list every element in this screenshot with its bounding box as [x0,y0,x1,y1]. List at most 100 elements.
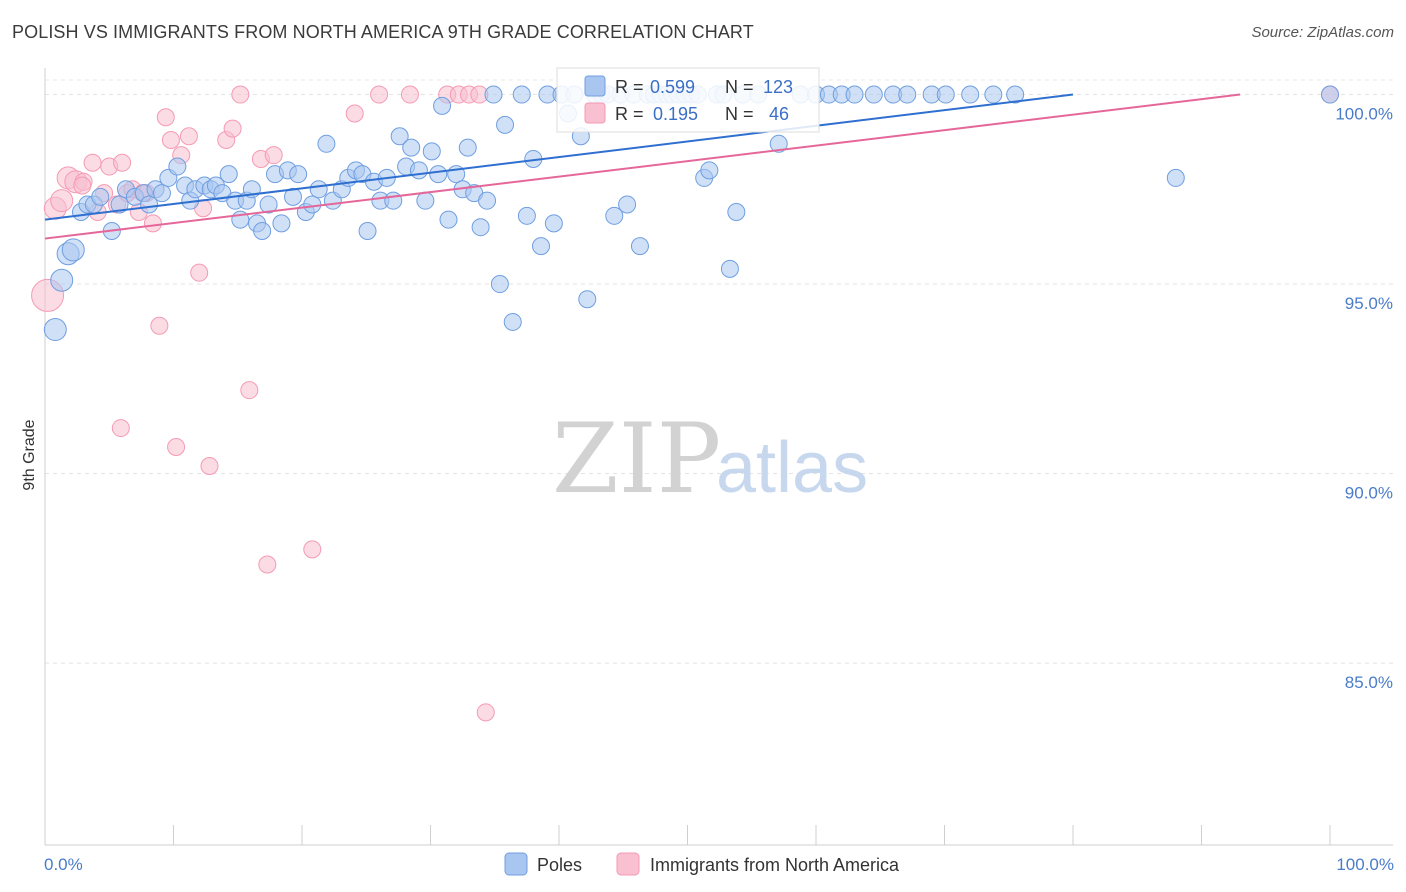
y-axis-label: 9th Grade [21,419,38,490]
poles-point-107 [769,134,788,153]
poles-point-81 [578,290,597,309]
poles-point-56 [416,191,435,210]
poles-point-118 [961,85,980,104]
poles-point-51 [384,191,403,210]
poles-point-66 [478,191,497,210]
stats-r-label-immigrants: R = [615,104,644,124]
immigrants-point-11 [113,153,132,172]
stats-r-label-poles: R = [615,77,644,97]
poles-point-104 [727,203,746,222]
poles-point-54 [402,138,421,157]
immigrants-point-17 [150,316,169,335]
x-tick-label-max: 100.0% [1336,855,1394,874]
poles-point-112 [845,85,864,104]
poles-point-40 [309,180,328,199]
immigrants-point-33 [303,540,322,559]
poles-point-60 [439,210,458,229]
poles-point-41 [317,134,336,153]
poles-point-71 [512,85,531,104]
stats-swatch-poles [584,75,606,97]
legend-swatch-immigrants[interactable] [616,852,640,876]
poles-point-57 [422,142,441,161]
axes [44,68,1393,846]
immigrants-point-2 [50,189,74,213]
stats-legend-box: R = 0.599 N = 123 R = 0.195 N = 46 [556,67,820,133]
stats-n-label-immigrants: N = [725,104,754,124]
poles-point-0 [43,318,67,342]
poles-point-67 [484,85,503,104]
series-immigrants [31,85,1339,722]
poles-point-100 [700,161,719,180]
poles-point-37 [289,165,308,184]
poles-point-113 [864,85,883,104]
poles-point-7 [91,187,110,206]
poles-point-119 [984,85,1003,104]
poles-point-58 [429,165,448,184]
stats-r-value-poles: 0.599 [650,77,695,97]
poles-point-103 [720,259,739,278]
poles-point-52 [390,127,409,146]
immigrants-point-28 [231,85,250,104]
watermark-zip: ZIP [552,403,721,515]
poles-point-1 [50,268,74,292]
y-tick-label-95: 95.0% [1345,294,1393,313]
poles-point-47 [358,221,377,240]
y-tick-label-100: 100.0% [1335,105,1393,124]
stats-n-label-poles: N = [725,77,754,97]
poles-point-59 [433,96,452,115]
x-tick-label-min: 0.0% [44,855,83,874]
legend-label-poles[interactable]: Poles [537,855,582,875]
immigrants-point-23 [190,263,209,282]
stats-n-value-poles: 123 [763,77,793,97]
source-credit: Source: ZipAtlas.com [1251,24,1394,41]
immigrants-point-25 [200,456,219,475]
poles-point-36 [284,187,303,206]
poles-point-13 [140,195,159,214]
immigrants-point-29 [240,381,259,400]
poles-point-120 [1006,85,1025,104]
poles-point-68 [490,275,509,294]
poles-point-76 [544,214,563,233]
immigrants-point-20 [167,438,186,457]
poles-point-74 [532,237,551,256]
poles-point-89 [630,237,649,256]
poles-point-115 [898,85,917,104]
immigrants-trendline [44,93,1241,240]
immigrants-point-34 [345,104,364,123]
immigrants-point-6 [83,153,102,172]
gridlines [45,79,1393,664]
immigrants-point-27 [223,119,242,138]
legend-label-immigrants[interactable]: Immigrants from North America [650,855,900,875]
poles-point-34 [272,214,291,233]
poles-point-15 [152,184,171,203]
immigrants-point-22 [179,127,198,146]
y-tick-label-90: 90.0% [1345,484,1393,503]
immigrants-point-16 [143,214,162,233]
stats-r-value-immigrants: 0.195 [653,104,698,124]
immigrants-point-19 [161,131,180,150]
poles-point-72 [517,206,536,225]
immigrants-point-32 [264,146,283,165]
poles-point-122 [1321,85,1339,104]
immigrants-point-35 [370,85,389,104]
poles-trendline [44,93,1074,221]
immigrants-point-42 [111,419,130,438]
poles-point-25 [219,165,238,184]
poles-point-63 [458,138,477,157]
poles-point-31 [253,221,272,240]
poles-point-55 [409,161,428,180]
poles-point-32 [259,195,278,214]
stats-swatch-immigrants [584,102,606,124]
chart-title: POLISH VS IMMIGRANTS FROM NORTH AMERICA … [12,22,754,42]
poles-point-85 [605,206,624,225]
poles-point-9 [110,195,129,214]
y-tick-labels: 100.0% 95.0% 90.0% 85.0% [1335,105,1393,693]
poles-point-121 [1166,168,1185,187]
poles-point-65 [471,218,490,237]
watermark: ZIP atlas [552,403,868,515]
poles-point-117 [936,85,955,104]
trendlines [44,93,1241,240]
legend-swatch-poles[interactable] [504,852,528,876]
poles-point-87 [618,195,637,214]
